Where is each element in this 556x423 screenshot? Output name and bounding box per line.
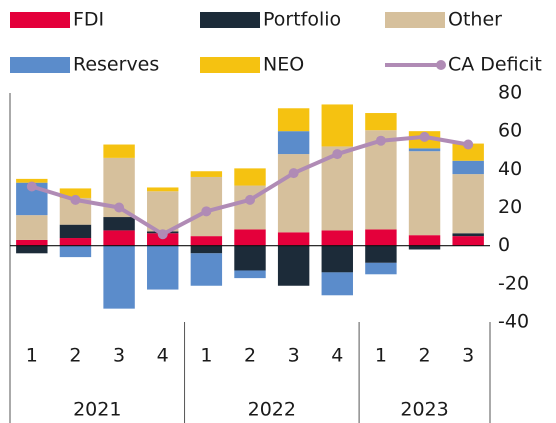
bar-segment bbox=[234, 168, 266, 186]
bar-segment bbox=[408, 148, 441, 152]
legend-swatch bbox=[200, 57, 260, 73]
bar-segment bbox=[452, 236, 484, 246]
bar-segment bbox=[147, 187, 179, 192]
y-tick-label: 80 bbox=[498, 82, 522, 104]
bar-segment bbox=[190, 236, 223, 246]
y-tick-label: -20 bbox=[498, 272, 529, 294]
x-tick-label: 2 bbox=[418, 345, 430, 367]
x-tick-label: 3 bbox=[288, 345, 300, 367]
bar-segment bbox=[16, 239, 48, 246]
bar-segment bbox=[365, 229, 397, 246]
y-tick-label: 40 bbox=[498, 158, 522, 180]
bar-segment bbox=[408, 151, 441, 236]
y-tick-label: 0 bbox=[498, 234, 510, 256]
bar-segment bbox=[452, 233, 484, 237]
x-group-label: 2022 bbox=[248, 399, 296, 421]
line-marker bbox=[463, 139, 474, 150]
line-marker bbox=[157, 229, 168, 240]
y-tick-label: -40 bbox=[498, 311, 529, 333]
legend-label: Reserves bbox=[73, 54, 159, 76]
line-marker bbox=[26, 181, 37, 192]
bar-segment bbox=[408, 235, 441, 246]
x-tick-label: 2 bbox=[69, 345, 81, 367]
legend-swatch bbox=[10, 12, 70, 28]
bar-segment bbox=[59, 245, 92, 258]
bar-segment bbox=[365, 130, 397, 230]
x-group-label: 2023 bbox=[400, 399, 448, 421]
line-marker bbox=[201, 206, 212, 217]
line-marker bbox=[245, 194, 255, 205]
bar-segment bbox=[365, 245, 397, 263]
bar-segment bbox=[277, 108, 310, 132]
x-tick-label: 2 bbox=[244, 345, 256, 367]
bar-segment bbox=[365, 113, 397, 131]
x-tick-label: 4 bbox=[331, 345, 343, 367]
x-tick-label: 4 bbox=[157, 345, 169, 367]
bar-segment bbox=[234, 270, 266, 279]
legend-label: FDI bbox=[73, 9, 104, 31]
bar-segment bbox=[234, 245, 266, 271]
legend-label: CA Deficit bbox=[448, 54, 542, 76]
x-tick-label: 1 bbox=[375, 345, 387, 367]
bar-segment bbox=[277, 232, 310, 246]
line-marker bbox=[114, 202, 125, 213]
bar-segment bbox=[365, 262, 397, 275]
bar-segment bbox=[147, 233, 179, 246]
legend-label: Other bbox=[448, 9, 502, 31]
bar-segment bbox=[321, 230, 353, 246]
x-tick-label: 3 bbox=[462, 345, 474, 367]
line-marker bbox=[288, 168, 299, 179]
y-tick-label: 20 bbox=[498, 196, 522, 218]
bar-segment bbox=[59, 238, 92, 246]
legend-label: Portfolio bbox=[263, 9, 341, 31]
bar-segment bbox=[103, 217, 135, 231]
legend-swatch bbox=[10, 57, 70, 73]
bar-segment bbox=[59, 224, 92, 239]
bar-segment bbox=[452, 160, 484, 175]
line-marker bbox=[419, 131, 430, 142]
bar-segment bbox=[103, 245, 135, 309]
bar-segment bbox=[190, 171, 223, 177]
line-marker bbox=[70, 194, 81, 205]
bar-segment bbox=[321, 272, 353, 296]
legend-label: NEO bbox=[263, 54, 304, 76]
line-marker bbox=[332, 149, 343, 160]
x-tick-label: 1 bbox=[26, 345, 38, 367]
x-tick-label: 1 bbox=[200, 345, 212, 367]
legend-swatch bbox=[200, 12, 260, 28]
bar-segment bbox=[452, 174, 484, 234]
bar-segment bbox=[147, 245, 179, 290]
x-group-label: 2021 bbox=[73, 399, 121, 421]
bar-segment bbox=[59, 188, 92, 198]
legend-swatch bbox=[385, 12, 445, 28]
bar-segment bbox=[321, 245, 353, 273]
bar-segment bbox=[103, 144, 135, 158]
bar-segment bbox=[321, 104, 353, 147]
bar-segment bbox=[277, 154, 310, 233]
bar-segment bbox=[452, 143, 484, 161]
bar-segment bbox=[234, 229, 266, 246]
bar-segment bbox=[190, 253, 223, 286]
bar-segment bbox=[147, 191, 179, 232]
line-marker bbox=[375, 135, 386, 146]
x-tick-label: 3 bbox=[113, 345, 125, 367]
bar-segment bbox=[277, 131, 310, 155]
bar-segment bbox=[16, 245, 48, 254]
bar-segment bbox=[16, 215, 48, 240]
bar-segment bbox=[190, 245, 223, 254]
bar-segment bbox=[16, 178, 48, 183]
legend-marker bbox=[436, 60, 446, 70]
bar-segment bbox=[408, 245, 441, 250]
bar-segment bbox=[103, 230, 135, 246]
bar-segment bbox=[277, 245, 310, 286]
y-tick-label: 60 bbox=[498, 120, 522, 142]
